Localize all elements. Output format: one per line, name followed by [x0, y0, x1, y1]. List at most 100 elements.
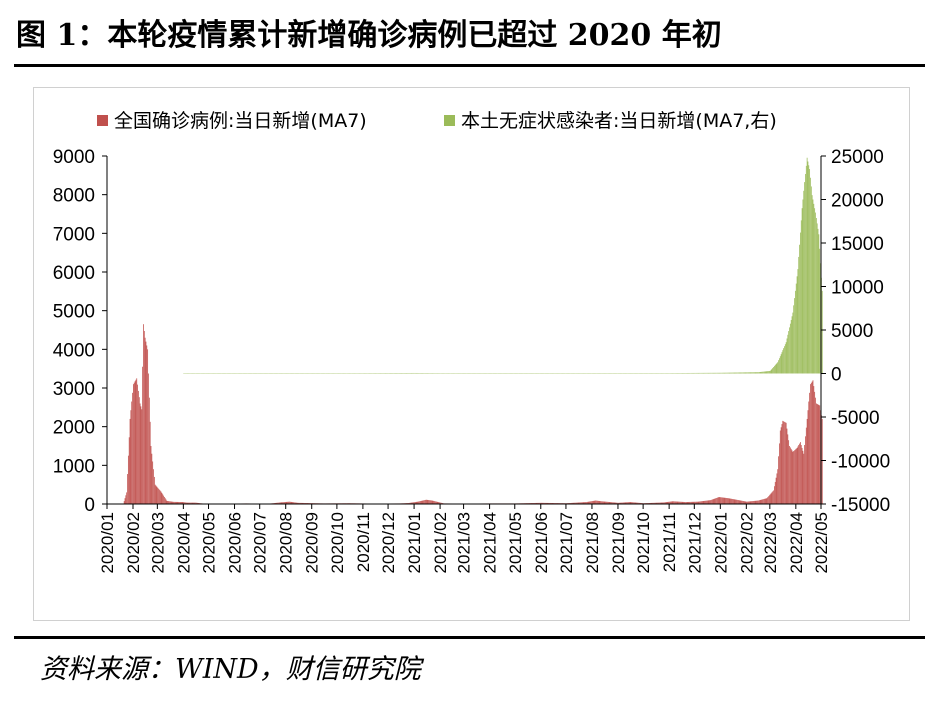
bar [730, 498, 732, 504]
bar [719, 497, 721, 504]
bar [807, 410, 809, 504]
bar [408, 372, 409, 374]
bar [124, 498, 126, 504]
bar [284, 502, 286, 504]
bar [630, 502, 632, 504]
x-tick-label: 2020/03 [148, 512, 167, 573]
bar [301, 502, 303, 504]
bar [537, 502, 539, 504]
bar [581, 502, 583, 504]
bar [287, 501, 289, 504]
bar [299, 502, 301, 504]
bar [816, 223, 818, 374]
bar [799, 443, 800, 504]
bar [786, 338, 788, 374]
bar [741, 372, 743, 374]
bar [669, 501, 670, 504]
bar [728, 498, 730, 504]
bar [414, 372, 416, 374]
bar [705, 500, 706, 504]
bar [162, 494, 164, 504]
bar [593, 500, 595, 504]
bar [550, 502, 551, 504]
bar [292, 502, 294, 504]
bar [739, 372, 741, 374]
bar [303, 502, 305, 504]
bar [735, 499, 737, 504]
bar [789, 446, 790, 504]
bar [671, 501, 673, 504]
bar [805, 173, 806, 374]
bar [661, 502, 663, 504]
bar [617, 502, 618, 504]
bar [658, 502, 659, 504]
x-tick-label: 2021/11 [660, 512, 679, 572]
bar [139, 403, 141, 504]
bar [288, 501, 289, 504]
bar [692, 501, 694, 504]
bar [188, 502, 190, 504]
x-tick-label: 2021/06 [532, 512, 551, 573]
bar [812, 199, 814, 374]
bar [690, 501, 692, 504]
bar [184, 502, 185, 504]
bar [404, 373, 406, 374]
bar [795, 448, 797, 504]
bar [815, 217, 817, 374]
bar [737, 372, 739, 374]
bar [690, 501, 691, 504]
bar [796, 276, 798, 374]
bar [300, 502, 302, 504]
bar [596, 500, 597, 504]
bar [811, 381, 813, 504]
bar [602, 501, 603, 504]
bar [817, 228, 819, 374]
bar [738, 500, 740, 504]
bar [540, 502, 542, 504]
bar [774, 481, 776, 504]
bar [783, 421, 784, 504]
bar [723, 497, 725, 504]
bar [746, 372, 748, 374]
bar [748, 372, 750, 374]
bar [174, 501, 175, 504]
bar [699, 372, 701, 374]
bar [601, 501, 602, 504]
bar [789, 447, 791, 504]
bar [130, 410, 132, 504]
bar [430, 500, 432, 504]
bar [183, 502, 185, 504]
bar [688, 372, 690, 374]
bar [686, 502, 688, 504]
bar [750, 501, 752, 504]
bar [129, 418, 131, 504]
bar [744, 372, 746, 374]
bar [152, 461, 154, 504]
bar [779, 356, 781, 374]
bar [706, 372, 707, 374]
bar [409, 502, 410, 504]
bar [579, 502, 581, 504]
bar [747, 372, 748, 374]
bar [799, 244, 800, 374]
bar [709, 372, 711, 374]
bottom-rule [14, 636, 925, 639]
bar [153, 469, 154, 504]
bar [790, 448, 792, 504]
bar [180, 502, 182, 504]
bar [666, 502, 668, 504]
bar [753, 501, 754, 504]
bar [618, 502, 620, 504]
bar [772, 367, 774, 374]
bar [763, 499, 764, 504]
bar [186, 502, 188, 504]
bar [690, 372, 692, 374]
bar [768, 495, 770, 504]
bar [656, 502, 658, 504]
bar [815, 403, 817, 504]
bar [782, 350, 784, 374]
bar [763, 371, 764, 374]
bar [758, 500, 759, 504]
bar [805, 427, 807, 504]
bar [748, 501, 750, 504]
